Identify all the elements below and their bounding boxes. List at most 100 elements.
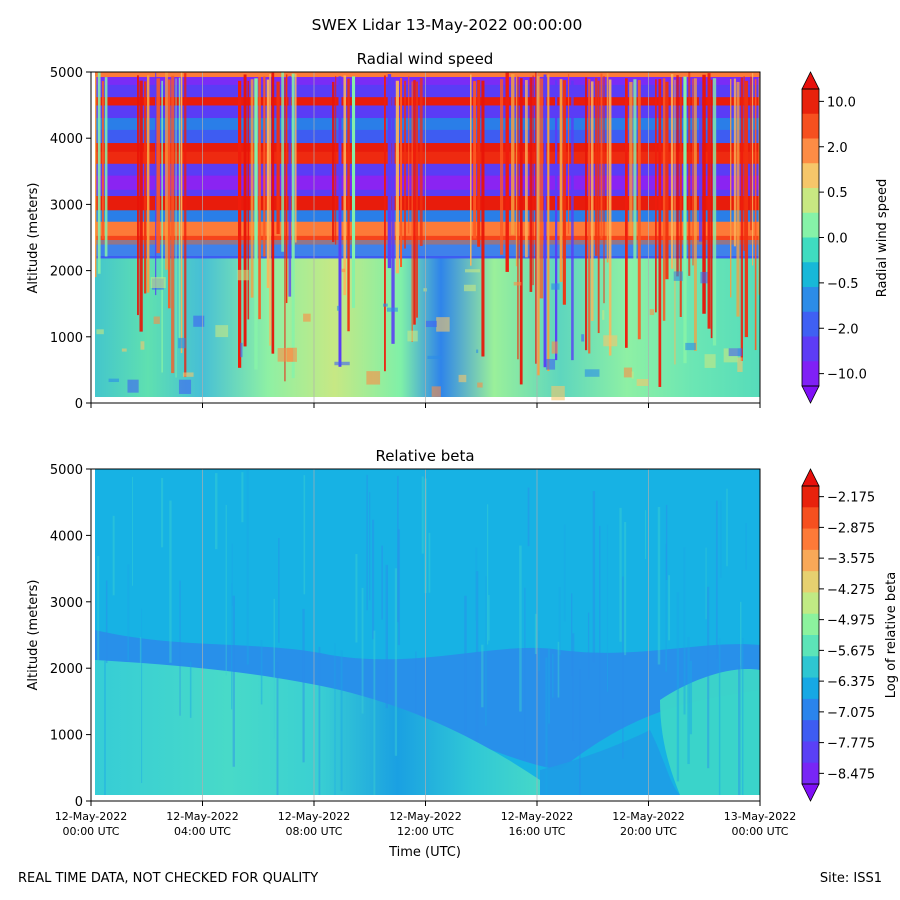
- y-tick-label: 3000: [50, 198, 83, 213]
- wind-patch: [436, 317, 450, 332]
- wind-patch: [463, 284, 476, 292]
- wind-streak: [137, 75, 139, 316]
- wind-colorbar: 10.0 2.0 0.5 0.0 −0.5 −2.0 −10.0 Radial wind s…: [801, 71, 890, 404]
- wind-band: [95, 97, 760, 106]
- wind-streak: [730, 78, 732, 298]
- colorbar-swatch: [802, 237, 819, 263]
- wind-streak: [608, 79, 612, 356]
- beta-streak: [232, 595, 235, 767]
- beta-streak: [225, 504, 227, 676]
- wind-patch: [631, 371, 634, 379]
- wind-streak: [395, 80, 399, 274]
- beta-streak: [557, 641, 560, 698]
- wind-streak: [606, 73, 609, 263]
- wind-streak: [161, 80, 163, 373]
- colorbar-extend-top: [801, 71, 820, 90]
- wind-patch: [427, 355, 442, 359]
- colorbar-swatch: [802, 613, 819, 636]
- wind-x-axis: [90, 403, 761, 408]
- beta-streak: [606, 524, 609, 692]
- beta-streak: [524, 587, 526, 758]
- wind-streak: [95, 76, 97, 278]
- beta-streak: [547, 648, 551, 724]
- wind-streak: [625, 78, 628, 348]
- beta-streak: [105, 580, 108, 664]
- colorbar-swatch: [802, 549, 819, 572]
- beta-streak: [241, 472, 244, 523]
- beta-streak: [373, 630, 376, 795]
- wind-streak: [171, 75, 175, 374]
- wind-colorbar-label: Radial wind speed: [875, 179, 890, 297]
- x-tick-label-time: 12:00 UTC: [397, 825, 454, 838]
- beta-streak: [741, 638, 744, 795]
- wind-patch: [334, 361, 350, 366]
- y-tick-label: 3000: [50, 596, 83, 611]
- x-tick-label-date: 13-May-2022: [724, 810, 796, 823]
- wind-band: [95, 163, 760, 177]
- wind-patch: [127, 379, 139, 393]
- colorbar-swatch: [802, 188, 819, 214]
- beta-streak: [687, 636, 690, 765]
- wind-streak: [146, 75, 150, 293]
- wind-streak: [511, 73, 515, 235]
- beta-streak: [475, 547, 478, 621]
- beta-plot-area: [90, 468, 761, 802]
- wind-streak: [693, 78, 697, 351]
- wind-patch: [737, 357, 743, 372]
- beta-streak: [545, 657, 548, 795]
- wind-streak: [477, 80, 481, 247]
- wind-streak: [710, 79, 713, 339]
- wind-streak: [391, 78, 395, 344]
- beta-streak: [665, 543, 667, 672]
- beta-streak: [624, 521, 627, 656]
- beta-streak: [260, 640, 263, 705]
- x-tick-label-date: 12-May-2022: [278, 810, 350, 823]
- wind-colorbar-ticks: 10.0 2.0 0.5 0.0 −0.5 −2.0 −10.0: [819, 95, 867, 383]
- beta-streak: [715, 500, 718, 659]
- beta-streak: [572, 633, 575, 741]
- wind-streak: [408, 75, 410, 234]
- wind-streak: [250, 79, 254, 298]
- wind-gridlines: [202, 72, 649, 403]
- colorbar-swatch: [802, 486, 819, 508]
- beta-streak: [276, 662, 279, 795]
- beta-streak: [579, 668, 581, 795]
- beta-vertical-streaks: [97, 470, 747, 795]
- wind-streak: [559, 79, 563, 282]
- wind-patch: [153, 316, 160, 324]
- wind-streak: [144, 81, 147, 294]
- beta-streak: [273, 598, 275, 739]
- wind-colorbar-swatches: [801, 71, 820, 404]
- wind-streak: [384, 75, 386, 372]
- wind-streak: [547, 74, 550, 372]
- colorbar-tick-label: −0.5: [827, 277, 859, 292]
- wind-patch: [551, 385, 565, 401]
- wind-streak: [754, 79, 757, 351]
- colorbar-swatch: [802, 571, 819, 594]
- beta-streak: [481, 644, 484, 708]
- colorbar-tick-label: −2.0: [827, 322, 859, 337]
- colorbar-swatch: [802, 592, 819, 615]
- beta-streak: [231, 583, 233, 710]
- beta-streak: [169, 500, 172, 663]
- wind-band: [95, 105, 760, 119]
- colorbar-extend-bottom: [801, 385, 820, 404]
- wind-streak: [515, 76, 518, 267]
- beta-streak: [127, 564, 130, 661]
- beta-streak: [519, 545, 522, 712]
- wind-streak: [167, 79, 171, 309]
- wind-streak: [662, 78, 666, 321]
- wind-patch: [431, 386, 441, 397]
- wind-streak: [281, 72, 285, 252]
- colorbar-swatch: [802, 212, 819, 239]
- site-label: Site: ISS1: [820, 871, 882, 886]
- colorbar-swatch: [802, 163, 819, 189]
- wind-streak: [413, 80, 416, 325]
- beta-streak: [587, 612, 590, 680]
- colorbar-tick-label: −7.775: [827, 737, 875, 752]
- wind-band: [95, 84, 760, 98]
- beta-mid-dark-band: [95, 630, 760, 770]
- beta-colorbar-ticks: −2.175 −2.875 −3.575 −4.275 −4.975 −5.675 −6.3…: [819, 491, 875, 782]
- x-tick-label-time: 00:00 UTC: [62, 825, 119, 838]
